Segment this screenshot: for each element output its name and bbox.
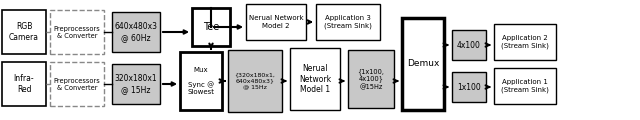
- FancyBboxPatch shape: [246, 4, 306, 40]
- Text: 320x180x1
@ 15Hz: 320x180x1 @ 15Hz: [115, 74, 157, 94]
- FancyBboxPatch shape: [316, 4, 380, 40]
- FancyBboxPatch shape: [112, 64, 160, 104]
- Text: 640x480x3
@ 60Hz: 640x480x3 @ 60Hz: [115, 22, 157, 42]
- Text: {1x100,
4x100}
@15Hz: {1x100, 4x100} @15Hz: [358, 68, 385, 90]
- Text: 1x100: 1x100: [457, 83, 481, 91]
- FancyBboxPatch shape: [494, 68, 556, 104]
- Text: Tee: Tee: [203, 22, 219, 32]
- Text: {320x180x1,
640x480x3}
@ 15Hz: {320x180x1, 640x480x3} @ 15Hz: [235, 73, 275, 89]
- Text: Nerual
Network
Model 1: Nerual Network Model 1: [299, 64, 331, 94]
- FancyBboxPatch shape: [290, 48, 340, 110]
- Text: Demux: Demux: [407, 60, 439, 69]
- Text: Mux

Sync @
Slowest: Mux Sync @ Slowest: [188, 67, 214, 95]
- FancyBboxPatch shape: [452, 72, 486, 102]
- Text: Application 1
(Stream Sink): Application 1 (Stream Sink): [501, 79, 549, 93]
- Text: 4x100: 4x100: [457, 41, 481, 49]
- Text: Infra-
Red: Infra- Red: [13, 74, 35, 94]
- FancyBboxPatch shape: [50, 62, 104, 106]
- FancyBboxPatch shape: [2, 62, 46, 106]
- FancyBboxPatch shape: [2, 10, 46, 54]
- FancyBboxPatch shape: [348, 50, 394, 108]
- FancyBboxPatch shape: [402, 18, 444, 110]
- FancyBboxPatch shape: [180, 52, 222, 110]
- Text: Application 3
(Stream Sink): Application 3 (Stream Sink): [324, 15, 372, 29]
- Text: RGB
Camera: RGB Camera: [9, 22, 39, 42]
- Text: Application 2
(Stream Sink): Application 2 (Stream Sink): [501, 35, 549, 49]
- FancyBboxPatch shape: [494, 24, 556, 60]
- FancyBboxPatch shape: [228, 50, 282, 112]
- FancyBboxPatch shape: [192, 8, 230, 46]
- Text: Nerual Network
Model 2: Nerual Network Model 2: [249, 15, 303, 29]
- Text: Preprocessors
& Converter: Preprocessors & Converter: [54, 26, 100, 39]
- Text: Preprocessors
& Converter: Preprocessors & Converter: [54, 78, 100, 90]
- FancyBboxPatch shape: [112, 12, 160, 52]
- FancyBboxPatch shape: [50, 10, 104, 54]
- FancyBboxPatch shape: [452, 30, 486, 60]
